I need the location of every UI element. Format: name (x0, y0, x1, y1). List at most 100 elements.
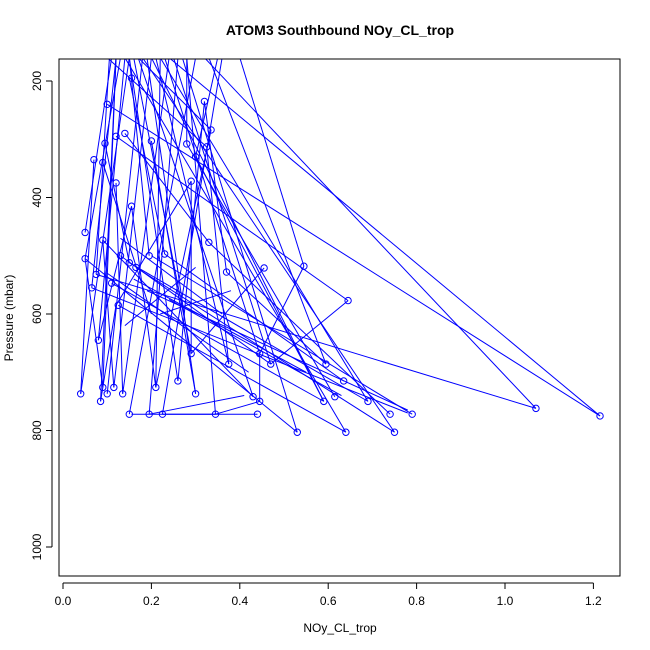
series-line-segment (111, 282, 325, 402)
data-point (386, 410, 394, 418)
data-point (187, 349, 195, 358)
plot-frame (58, 58, 621, 577)
series-line-segment (106, 103, 601, 417)
data-point (191, 390, 200, 398)
series-line-segment (155, 129, 212, 388)
series-line-segment (160, 290, 232, 315)
data-point (99, 158, 107, 167)
data-point (110, 383, 118, 392)
series-line-segment (151, 255, 413, 415)
series-line-segment (80, 159, 95, 394)
data-point (90, 155, 98, 164)
series-line-segment (125, 59, 347, 433)
data-point (107, 279, 116, 287)
series-line-segment (128, 59, 196, 415)
series-line-segment (129, 262, 369, 402)
x-tick-label: 0.8 (408, 594, 425, 608)
data-point (174, 377, 182, 385)
x-tick-label: 0.4 (231, 594, 248, 608)
data-point (152, 383, 160, 392)
series-line-segment (208, 59, 327, 365)
data-point (145, 252, 153, 260)
series-line-segment (146, 290, 408, 411)
data-point (114, 301, 122, 309)
y-tick-label: 400 (30, 187, 44, 207)
x-tick-label: 0.6 (320, 594, 337, 608)
data-point (267, 360, 275, 368)
data-point (112, 179, 120, 187)
series-line-segment (128, 77, 166, 255)
series-line-segment (120, 237, 223, 315)
series-line-segment (239, 59, 305, 267)
y-tick-label: 800 (30, 420, 44, 440)
data-point (94, 336, 103, 344)
series-line-segment (131, 206, 157, 388)
series-line-segment (146, 59, 197, 394)
series-line-segment (177, 101, 205, 382)
series-line-segment (270, 300, 349, 365)
series-line-segment (113, 59, 152, 388)
series-line-segment (102, 239, 115, 388)
series-line-segment (128, 59, 179, 382)
data-point (125, 410, 134, 418)
y-tick-label: 1000 (30, 533, 44, 560)
data-point (408, 410, 416, 418)
data-point (249, 393, 257, 401)
series-line-segment (115, 135, 349, 302)
data-point (127, 202, 136, 210)
series-line-segment (148, 59, 179, 415)
series-line-segment (169, 59, 601, 417)
data-point (132, 263, 140, 272)
series-line-segment (115, 182, 124, 394)
data-point (96, 397, 105, 406)
data-point (99, 236, 107, 244)
series-line-segment (215, 400, 260, 415)
chart-title: ATOM3 Southbound NOy_CL_trop (226, 22, 454, 38)
data-point (158, 410, 167, 418)
series-line-segment (104, 143, 130, 263)
data-point (207, 126, 215, 134)
x-tick-label: 0.2 (143, 594, 160, 608)
series-line-segment (259, 266, 305, 354)
series-line-segment (84, 258, 104, 388)
data-point (344, 296, 352, 305)
data-point (339, 377, 348, 385)
series-line-segment (124, 267, 196, 327)
series-line-segment (97, 206, 132, 341)
data-point (76, 390, 85, 398)
data-point (211, 410, 220, 418)
data-point (147, 137, 156, 145)
data-point (300, 262, 308, 270)
series-line-segment (102, 239, 254, 398)
data-point (200, 97, 209, 106)
x-tick-label: 1.2 (585, 594, 602, 608)
y-tick-label: 200 (30, 71, 44, 91)
series-line-segment (149, 395, 245, 415)
series-line-segment (190, 267, 265, 354)
series-line-segment (186, 59, 216, 415)
data-point (92, 270, 100, 279)
series-line-segment (195, 59, 218, 157)
series-line-segment (91, 287, 408, 414)
data-point (145, 410, 153, 418)
series-line-segment (138, 59, 212, 131)
data-point (112, 132, 120, 141)
x-tick-label: 1.0 (497, 594, 514, 608)
data-point (255, 397, 264, 406)
data-point (205, 238, 213, 247)
data-point (81, 254, 89, 263)
series-line-segment (164, 253, 344, 382)
data-point (222, 268, 231, 276)
data-point (187, 177, 195, 185)
series-line-segment (168, 299, 342, 396)
data-point (103, 390, 111, 398)
series-line-segment (97, 59, 126, 341)
axes-layer: 0.0 0.2 0.4 0.6 0.8 1.0 1.2 200 400 600 800 1000 (30, 71, 602, 608)
data-point (118, 390, 127, 398)
data-point (191, 153, 200, 161)
series-line-segment (226, 271, 327, 365)
series-line-segment (204, 59, 537, 409)
series-line-segment (102, 59, 117, 388)
data-point (125, 259, 134, 267)
